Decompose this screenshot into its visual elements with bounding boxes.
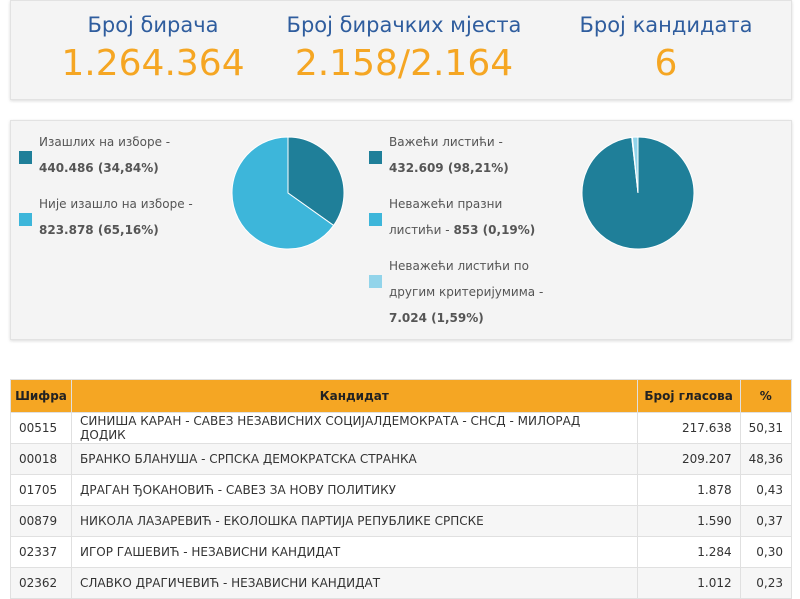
table-cell: ДРАГАН ЂОКАНОВИЋ - САВЕЗ ЗА НОВУ ПОЛИТИК… [71, 474, 638, 506]
pie-slice [231, 136, 335, 250]
table-cell: 1.012 [636, 567, 741, 599]
legend-item: Неважећи празни листићи - 853 (0,19%) [369, 191, 549, 243]
table-cell: СЛАВКО ДРАГИЧЕВИЋ - НЕЗАВИСНИ КАНДИДАТ [71, 567, 638, 599]
table-row: 02337 ИГОР ГАШЕВИЋ - НЕЗАВИСНИ КАНДИДАТ 1.… [10, 536, 793, 568]
table-cell: 50,31 [739, 412, 793, 444]
table-cell: 02362 [10, 567, 72, 599]
table-row: 00879 НИКОЛА ЛАЗАРЕВИЋ - ЕКОЛОШКА ПАРТИЈА… [10, 505, 793, 537]
legend-item: Неважећи листићи по другим критеријумима… [369, 253, 549, 331]
legend-item: Изашлих на изборе - 440.486 (34,84%) [19, 129, 219, 181]
table-cell: 00879 [10, 505, 72, 537]
table-cell: 1.284 [636, 536, 741, 568]
table-cell: ИГОР ГАШЕВИЋ - НЕЗАВИСНИ КАНДИДАТ [71, 536, 638, 568]
results-table: Шифра Кандидат Број гласова% 00515 СИНИША К… [10, 379, 793, 599]
table-cell: НИКОЛА ЛАЗАРЕВИЋ - ЕКОЛОШКА ПАРТИЈА РЕПУ… [71, 505, 638, 537]
table-row: 00018 БРАНКО БЛАНУША - СРПСКА ДЕМОКРАТСКА… [10, 443, 793, 475]
legend-value: 432.609 (98,21%) [389, 161, 509, 175]
legend-value: 7.024 (1,59%) [389, 311, 484, 325]
table-cell: 209.207 [636, 443, 741, 475]
table-row: 00515 СИНИША КАРАН - САВЕЗ НЕЗАВИСНИХ СОЦ… [10, 412, 793, 444]
table-cell: 00018 [10, 443, 72, 475]
table-row: 01705 ДРАГАН ЂОКАНОВИЋ - САВЕЗ ЗА НОВУ ПО… [10, 474, 793, 506]
table-cell: 1.590 [636, 505, 741, 537]
stat-value: 1.264.364 [61, 43, 245, 84]
table-cell: БРАНКО БЛАНУША - СРПСКА ДЕМОКРАТСКА СТРА… [71, 443, 638, 475]
charts-panel: Изашлих на изборе - 440.486 (34,84%) Није… [10, 120, 792, 340]
legend-item: Није изашло на изборе - 823.878 (65,16%) [19, 191, 219, 243]
legend-label: Није изашло на изборе - [39, 197, 193, 211]
header-row: Шифра Кандидат Број гласова% [10, 379, 793, 413]
table-cell: 02337 [10, 536, 72, 568]
stat: Број кандидата 6 [536, 13, 796, 84]
column-header: % [739, 379, 793, 413]
legend: Важећи листићи - 432.609 (98,21%) Неважећ… [369, 129, 549, 341]
legend-label: Неважећи празни листићи - [389, 197, 503, 237]
stat-value: 2.158/2.164 [294, 43, 514, 84]
table-cell: 0,30 [739, 536, 793, 568]
stats-panel: Број бирача 1.264.364 Број бирачких мјес… [10, 0, 792, 100]
legend-swatch [369, 213, 382, 226]
table-row: 02362 СЛАВКО ДРАГИЧЕВИЋ - НЕЗАВИСНИ КАНДИ… [10, 567, 793, 599]
pie-slice [287, 136, 345, 227]
table-cell: 0,43 [739, 474, 793, 506]
legend-value: 853 (0,19%) [453, 223, 536, 237]
column-header: Кандидат [71, 379, 638, 413]
table-cell: 217.638 [636, 412, 741, 444]
table-cell: 01705 [10, 474, 72, 506]
table-cell: СИНИША КАРАН - САВЕЗ НЕЗАВИСНИХ СОЦИЈАЛД… [71, 412, 638, 444]
table-cell: 48,36 [739, 443, 793, 475]
column-header: Шифра [10, 379, 72, 413]
legend-swatch [369, 151, 382, 164]
legend: Изашлих на изборе - 440.486 (34,84%) Није… [19, 129, 219, 253]
stat-label: Број бирача [87, 13, 219, 37]
legend-label: Неважећи листићи по другим критеријумима… [389, 259, 544, 299]
column-header: Број гласова [636, 379, 741, 413]
legend-value: 823.878 (65,16%) [39, 223, 159, 237]
stat-value: 6 [654, 43, 678, 84]
legend-swatch [19, 213, 32, 226]
table-cell: 1.878 [636, 474, 741, 506]
table-cell: 0,37 [739, 505, 793, 537]
legend-swatch [369, 275, 382, 288]
table-cell: 00515 [10, 412, 72, 444]
legend-label: Изашлих на изборе - [39, 135, 171, 149]
pie-chart [231, 136, 345, 250]
legend-item: Важећи листићи - 432.609 (98,21%) [369, 129, 549, 181]
pie-slice [631, 136, 639, 194]
stat: Број бирачких мјеста 2.158/2.164 [274, 13, 534, 84]
pie-chart [581, 136, 695, 250]
table-cell: 0,23 [739, 567, 793, 599]
stat: Број бирача 1.264.364 [23, 13, 283, 84]
legend-label: Важећи листићи - [389, 135, 503, 149]
stat-label: Број кандидата [579, 13, 753, 37]
pie-slice [581, 136, 695, 250]
legend-value: 440.486 (34,84%) [39, 161, 159, 175]
legend-swatch [19, 151, 32, 164]
stat-label: Број бирачких мјеста [286, 13, 522, 37]
